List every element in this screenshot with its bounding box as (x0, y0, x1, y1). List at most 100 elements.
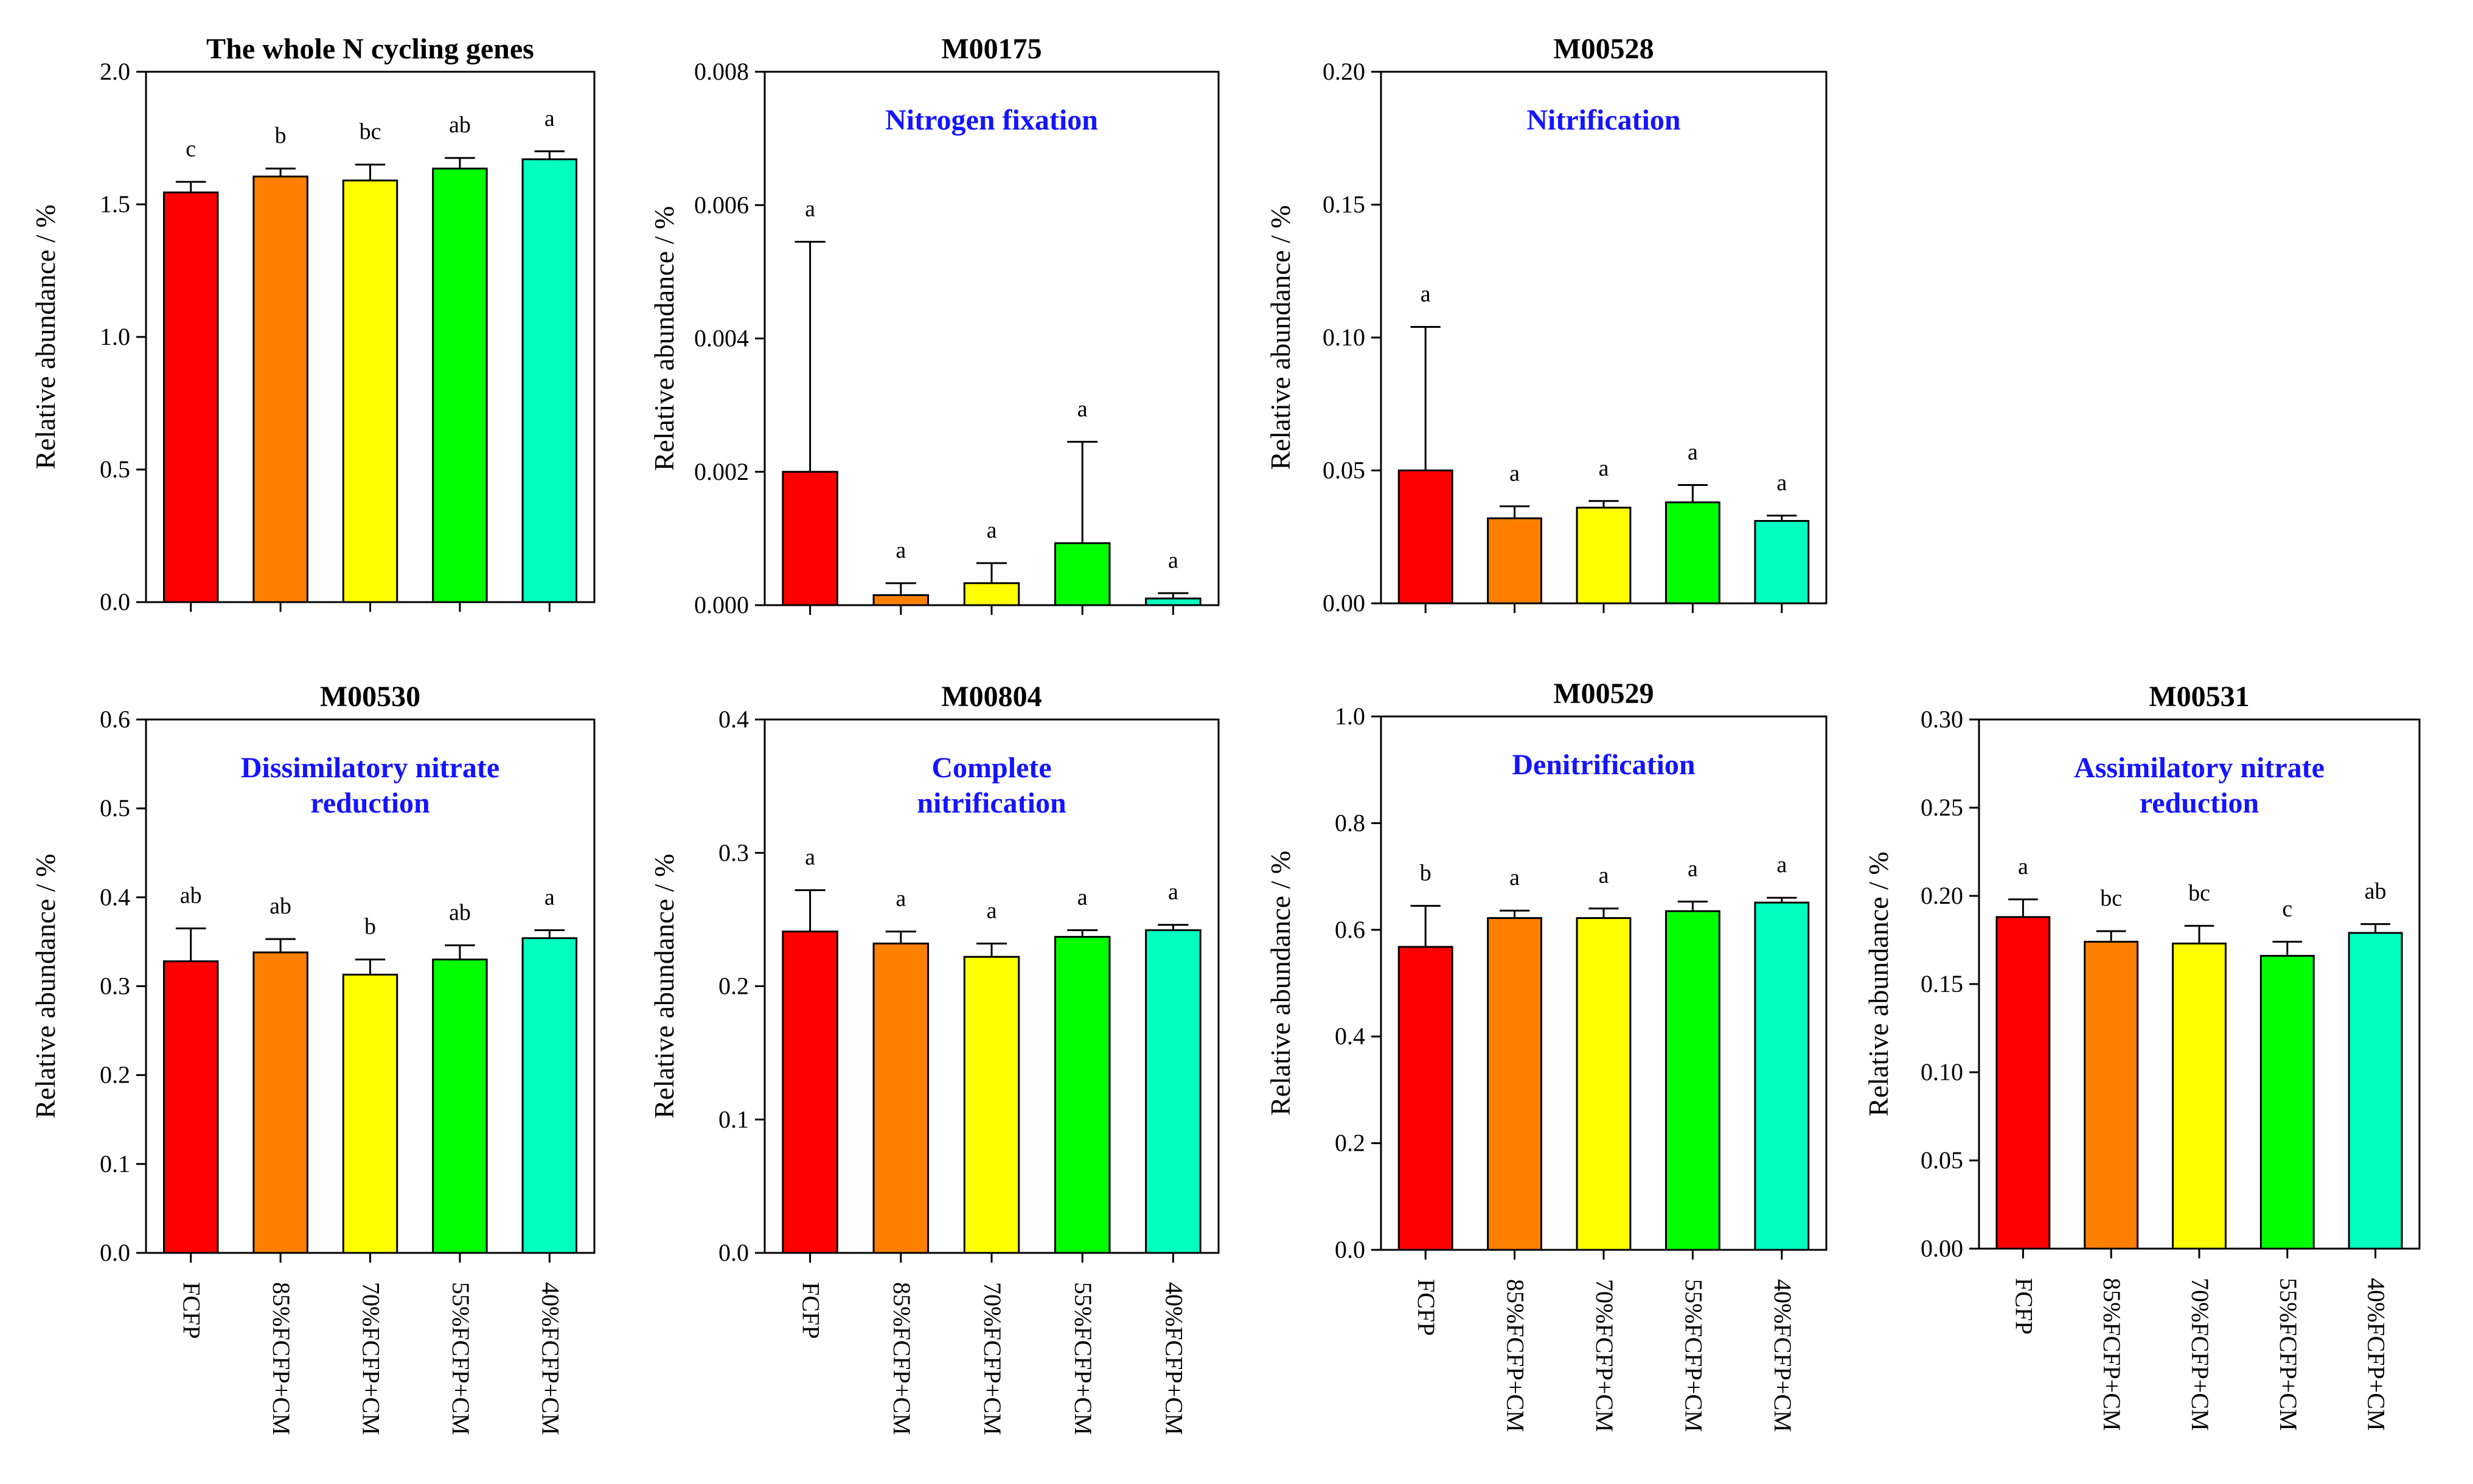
panel-title: M00531 (2149, 681, 2249, 713)
significance-letter: bc (2188, 880, 2210, 906)
y-tick-label: 0.2 (1335, 1129, 1365, 1157)
bar-2 (1487, 517, 1543, 605)
bar-5 (1754, 520, 1810, 605)
y-tick-label: 0.5 (100, 456, 130, 483)
y-tick-label: 0.5 (100, 794, 130, 822)
bar-3 (963, 582, 1020, 606)
significance-letter: b (364, 914, 376, 940)
significance-letter: c (2282, 896, 2292, 921)
x-category-label: 70%FCFP+CM (2186, 1278, 2214, 1431)
y-tick-label: 0.000 (694, 591, 749, 619)
y-tick-label: 0.3 (718, 839, 749, 866)
y-axis-label: Relative abundance / % (1265, 851, 1296, 1116)
panel-subtitle: Denitrification (1512, 749, 1695, 781)
bar-1 (1397, 946, 1453, 1251)
bar-2 (2084, 940, 2139, 1250)
y-tick-label: 0.25 (1921, 794, 1963, 821)
bar-3 (342, 179, 398, 603)
y-tick-label: 0.10 (1921, 1058, 1963, 1086)
bar-1 (1397, 470, 1453, 605)
y-axis-label: Relative abundance / % (649, 854, 680, 1119)
significance-letter: bc (2100, 886, 2122, 911)
significance-letter: a (896, 538, 906, 563)
significance-letter: b (1420, 860, 1431, 886)
x-category-label: 55%FCFP+CM (1070, 1282, 1097, 1435)
panel-title: M00530 (320, 681, 420, 713)
y-axis-label: Relative abundance / % (649, 206, 680, 471)
y-tick-label: 0.20 (1323, 58, 1365, 85)
y-tick-label: 0.008 (694, 58, 749, 85)
significance-letter: a (1077, 884, 1088, 910)
x-category-label: 70%FCFP+CM (979, 1282, 1006, 1435)
significance-letter: ab (180, 882, 202, 908)
y-tick-label: 0.05 (1323, 457, 1365, 484)
significance-letter: ab (449, 113, 471, 138)
bar-1 (782, 471, 838, 606)
panel-subtitle: reduction (310, 787, 430, 819)
y-tick-label: 1.0 (100, 323, 130, 350)
y-tick-label: 0.00 (1323, 589, 1365, 617)
y-axis-label: Relative abundance / % (1265, 205, 1296, 470)
bar-2 (252, 175, 308, 603)
bar-1 (162, 191, 219, 603)
significance-letter: ab (270, 893, 291, 919)
panel-title: The whole N cycling genes (206, 33, 534, 65)
bar-5 (2348, 932, 2403, 1250)
bar-5 (1145, 597, 1202, 606)
significance-letter: a (1776, 470, 1787, 496)
x-category-label: 40%FCFP+CM (1160, 1282, 1188, 1435)
significance-letter: a (1509, 460, 1520, 486)
x-category-label: 40%FCFP+CM (537, 1282, 564, 1435)
significance-letter: a (1599, 456, 1609, 481)
y-tick-label: 0.4 (718, 706, 749, 733)
x-category-label: 55%FCFP+CM (1680, 1279, 1707, 1432)
y-tick-label: 0.4 (1335, 1022, 1365, 1050)
panel-title: M00804 (941, 681, 1042, 713)
y-tick-label: 0.4 (100, 883, 130, 910)
y-tick-label: 0.0 (100, 1239, 130, 1266)
bar-1 (782, 931, 838, 1254)
bar-4 (1664, 501, 1720, 605)
y-tick-label: 0.15 (1921, 970, 1963, 997)
y-axis-label: Relative abundance / % (30, 854, 61, 1119)
y-tick-label: 0.00 (1921, 1235, 1963, 1262)
y-tick-label: 0.002 (694, 458, 749, 485)
y-tick-label: 0.05 (1921, 1146, 1963, 1174)
significance-letter: a (1077, 396, 1088, 421)
y-tick-label: 1.0 (1335, 702, 1365, 730)
y-tick-label: 0.2 (718, 973, 749, 1000)
x-category-label: FCFP (178, 1282, 206, 1339)
bar-2 (872, 942, 930, 1254)
significance-letter: a (1168, 879, 1178, 905)
bar-2 (252, 951, 308, 1254)
x-category-label: 55%FCFP+CM (2275, 1278, 2302, 1431)
x-category-label: FCFP (2010, 1278, 2037, 1334)
y-tick-label: 0.8 (1335, 809, 1365, 836)
panel-title: M00529 (1553, 678, 1654, 710)
significance-letter: a (805, 196, 815, 222)
bar-4 (1054, 935, 1111, 1254)
bar-2 (1487, 917, 1543, 1251)
y-axis-label: Relative abundance / % (30, 204, 61, 470)
y-tick-label: 0.2 (100, 1061, 130, 1089)
significance-letter: a (2018, 854, 2028, 879)
significance-letter: a (544, 106, 555, 131)
y-tick-label: 0.20 (1921, 882, 1963, 909)
bar-2 (872, 594, 930, 606)
significance-letter: a (1776, 852, 1787, 878)
significance-letter: a (1168, 547, 1178, 573)
y-tick-label: 0.0 (718, 1239, 749, 1266)
y-tick-label: 0.3 (100, 973, 130, 1000)
panel-subtitle: Complete (931, 752, 1051, 784)
significance-letter: a (805, 845, 815, 870)
bar-4 (432, 959, 488, 1254)
significance-letter: a (1421, 282, 1431, 307)
bar-5 (521, 158, 578, 603)
bar-5 (1754, 901, 1810, 1251)
panel-subtitle: Nitrogen fixation (885, 104, 1098, 136)
x-category-label: 85%FCFP+CM (2098, 1278, 2126, 1431)
bar-1 (1995, 916, 2051, 1250)
y-tick-label: 0.15 (1323, 191, 1365, 218)
